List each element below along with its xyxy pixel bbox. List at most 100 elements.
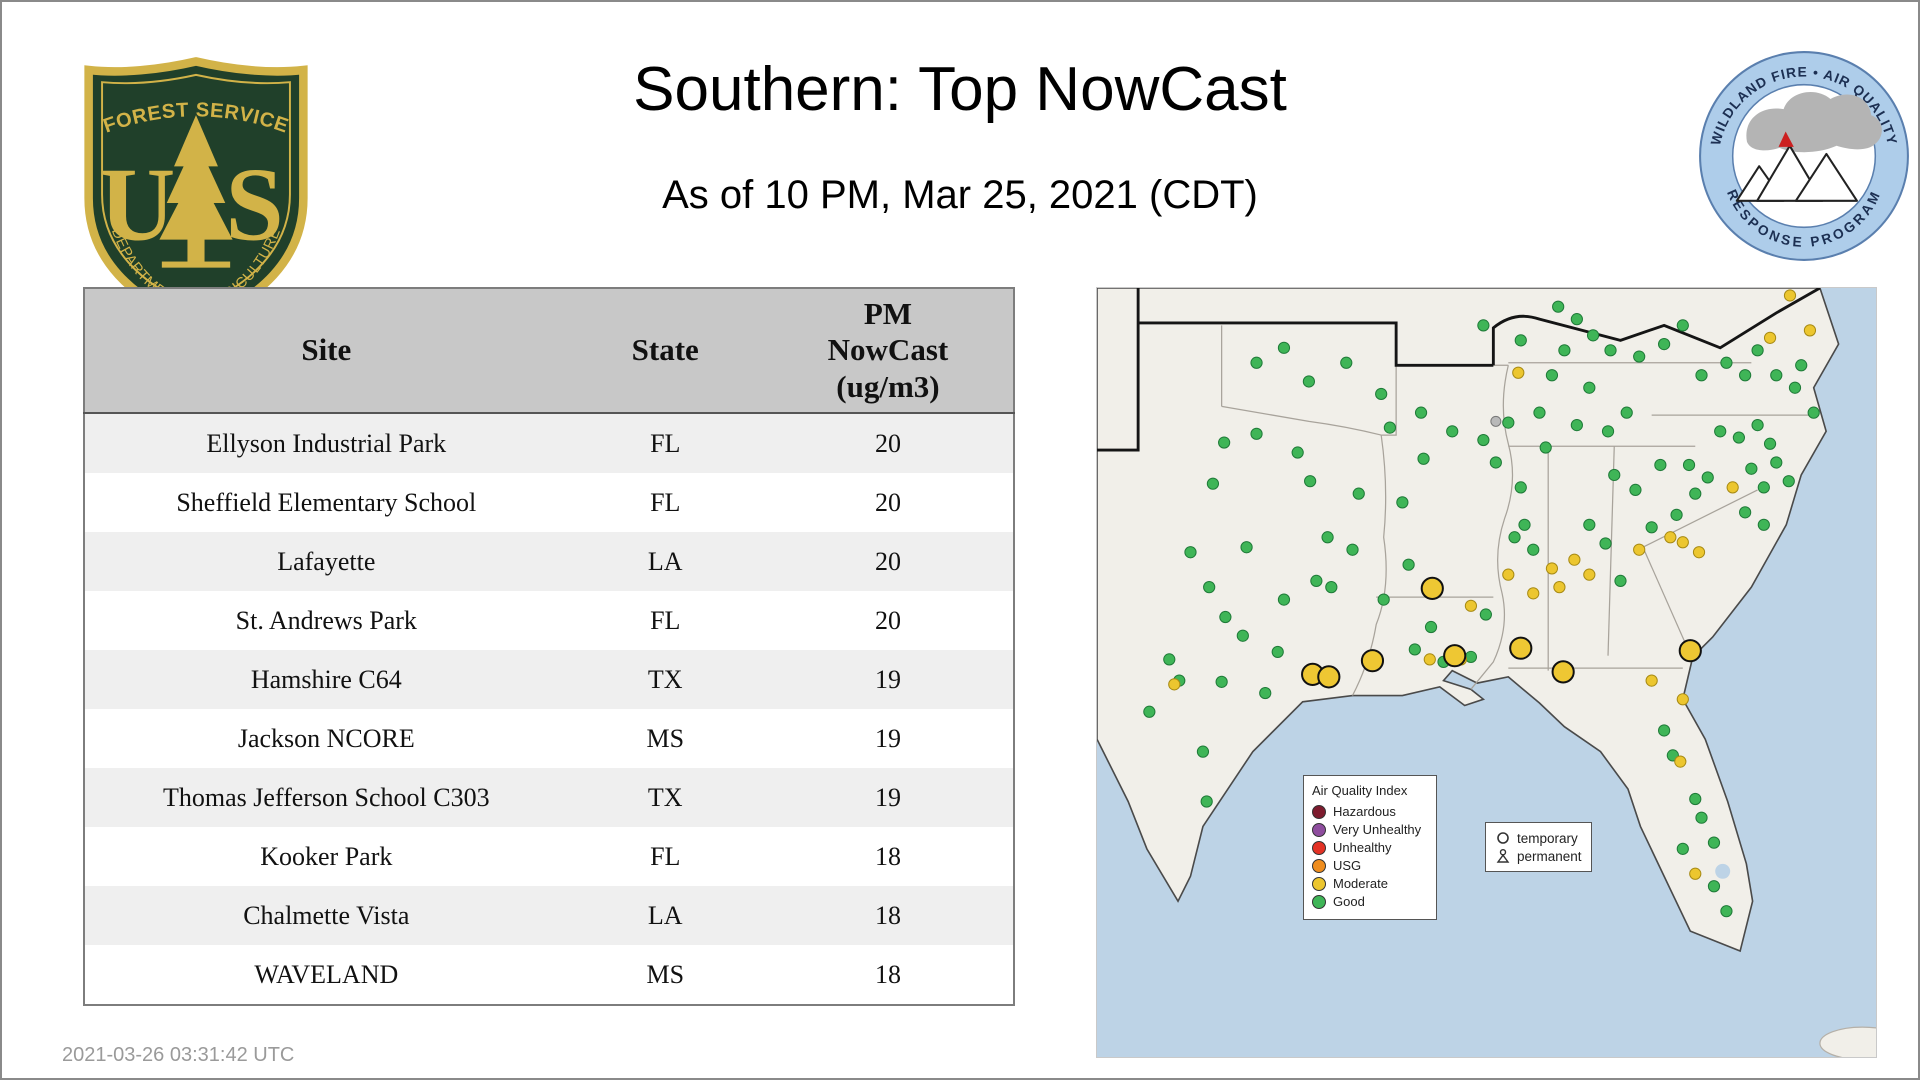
station-marker-good: [1714, 425, 1727, 438]
station-marker-good: [1658, 337, 1671, 351]
site-cell: Kooker Park: [260, 841, 393, 871]
value-cell: 20: [874, 605, 901, 635]
station-marker-good: [1745, 462, 1758, 475]
legend-row-temporary: temporary: [1495, 830, 1582, 846]
station-marker-good: [1143, 705, 1156, 718]
column-header-site: Site: [84, 288, 568, 414]
temporary-label: temporary: [1517, 830, 1578, 846]
column-header-state: State: [567, 288, 763, 414]
station-marker-moderate-top-site: [1317, 665, 1341, 689]
station-marker-good: [1196, 745, 1210, 758]
station-marker-good: [1236, 629, 1249, 642]
station-marker-moderate: [1168, 678, 1181, 691]
station-marker-moderate: [1726, 481, 1739, 494]
station-marker-good: [1377, 593, 1390, 606]
header: Southern: Top NowCast As of 10 PM, Mar 2…: [382, 54, 1538, 218]
station-marker-good: [1788, 381, 1802, 394]
state-cell: MS: [646, 723, 685, 753]
temporary-marker-icon: [1497, 832, 1509, 844]
station-marker-good: [1720, 356, 1733, 369]
station-marker-good: [1383, 421, 1397, 434]
station-marker-good: [1321, 531, 1334, 544]
station-marker-good: [1219, 610, 1232, 624]
basemap: [1097, 288, 1876, 1057]
site-cell: Jackson NCORE: [237, 723, 415, 753]
station-marker-moderate: [1464, 599, 1478, 612]
station-marker-good: [1206, 477, 1220, 490]
station-marker-good: [1184, 546, 1197, 559]
table-header-row: Site State PM NowCast (ug/m3): [84, 288, 1014, 414]
aqi-color-swatch: [1312, 894, 1326, 909]
station-marker-good: [1508, 531, 1521, 544]
station-marker-moderate: [1674, 755, 1687, 768]
station-marker-moderate: [1545, 562, 1559, 575]
aqi-legend-item: Good: [1312, 894, 1428, 909]
station-marker-good: [1424, 620, 1438, 634]
site-cell: Sheffield Elementary School: [176, 487, 477, 517]
table-row: Thomas Jefferson School C303 TX 19: [84, 768, 1014, 827]
station-marker-good: [1218, 436, 1231, 449]
table-row: Lafayette LA 20: [84, 532, 1014, 591]
station-marker-good: [1570, 313, 1583, 326]
station-marker-good: [1751, 418, 1764, 432]
state-cell: LA: [647, 900, 683, 930]
station-marker-good: [1583, 518, 1596, 531]
station-marker-good: [1489, 456, 1502, 469]
station-marker-good: [1620, 406, 1633, 419]
nowcast-table: Site State PM NowCast (ug/m3) Ellyson In…: [83, 287, 1015, 1006]
station-marker-good: [1539, 441, 1552, 454]
station-marker-good: [1707, 836, 1721, 849]
table-row: Kooker Park FL 18: [84, 827, 1014, 886]
station-marker-good: [1477, 319, 1490, 332]
station-marker-good: [1250, 356, 1263, 369]
station-marker-good: [1533, 406, 1546, 419]
site-cell: Hamshire C64: [250, 664, 402, 694]
station-marker-moderate: [1502, 568, 1515, 581]
station-marker-good: [1689, 792, 1702, 806]
value-cell: 19: [874, 664, 901, 694]
aqi-legend-item: Moderate: [1312, 876, 1428, 891]
station-markers: [1143, 289, 1820, 918]
aqi-legend: Air Quality Index Hazardous Very Unhealth…: [1303, 775, 1437, 920]
station-marker-good: [1479, 608, 1492, 621]
station-marker-moderate: [1676, 693, 1689, 706]
cuba-land: [1819, 1026, 1876, 1057]
station-marker-good: [1629, 483, 1642, 497]
station-marker-good: [1770, 369, 1783, 382]
station-marker-good: [1782, 475, 1795, 488]
station-marker-good: [1645, 521, 1658, 534]
station-marker-good: [1701, 471, 1714, 484]
station-marker-good: [1807, 406, 1820, 419]
map: Air Quality Index Hazardous Very Unhealth…: [1096, 287, 1877, 1058]
station-marker-moderate: [1689, 867, 1702, 880]
state-cell: FL: [650, 428, 681, 458]
station-marker-good: [1586, 329, 1600, 342]
station-marker-good: [1795, 359, 1808, 372]
aqi-legend-item: Unhealthy: [1312, 840, 1428, 855]
table-row: Ellyson Industrial Park FL 20: [84, 413, 1014, 473]
station-marker-good: [1240, 541, 1253, 554]
station-marker-good: [1570, 418, 1583, 432]
aqi-legend-items: Hazardous Very Unhealthy Unhealthy USG Moder…: [1312, 804, 1428, 909]
station-marker-moderate: [1568, 553, 1581, 566]
station-marker-good: [1518, 518, 1531, 531]
smoke-cloud-icon: [1746, 91, 1882, 153]
station-marker-good: [1763, 437, 1777, 450]
site-cell: Thomas Jefferson School C303: [162, 782, 490, 812]
station-marker-good: [1757, 518, 1770, 531]
aqi-legend-item: Very Unhealthy: [1312, 822, 1428, 837]
station-marker-good: [1552, 300, 1565, 313]
station-marker-good: [1739, 506, 1752, 519]
table-row: Hamshire C64 TX 19: [84, 650, 1014, 709]
station-marker-moderate-top-site: [1443, 644, 1467, 668]
page-subtitle: As of 10 PM, Mar 25, 2021 (CDT): [662, 173, 1258, 217]
station-marker-good: [1215, 675, 1228, 688]
station-marker-good: [1340, 356, 1353, 369]
station-marker-good: [1676, 319, 1689, 332]
station-marker-good: [1464, 650, 1478, 664]
station-marker-good: [1259, 686, 1272, 700]
aqi-legend-title: Air Quality Index: [1312, 783, 1408, 798]
station-marker-moderate: [1527, 587, 1540, 600]
aqi-legend-item: USG: [1312, 858, 1428, 873]
